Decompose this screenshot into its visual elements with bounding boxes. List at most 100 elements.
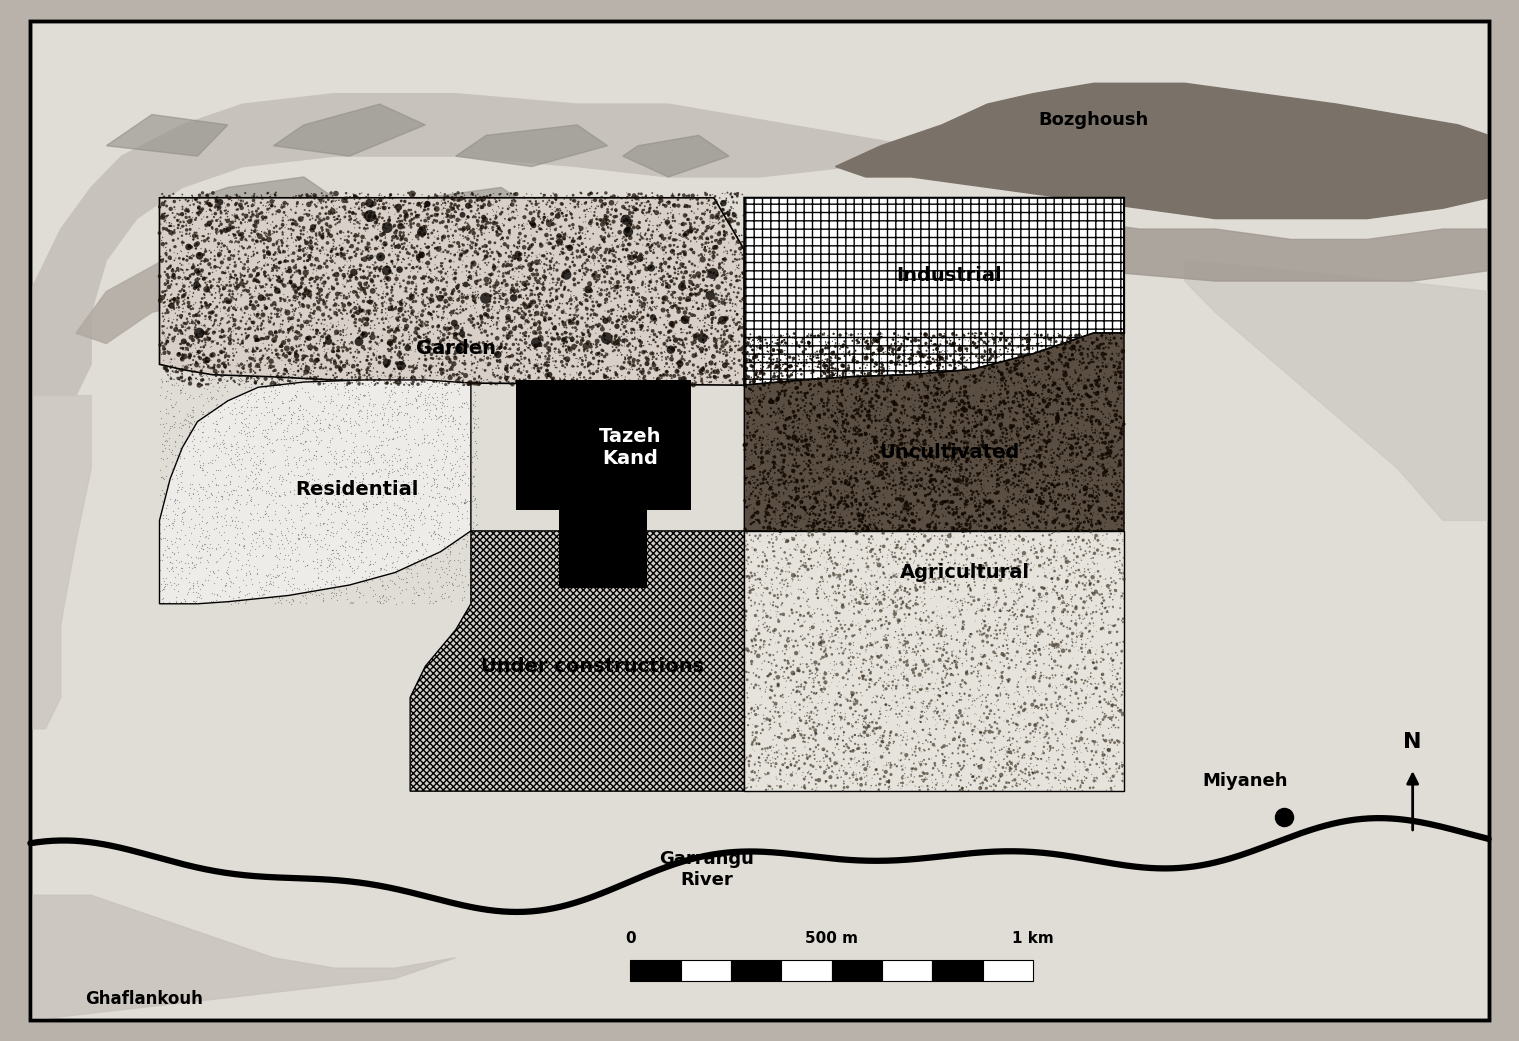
Point <box>354 362 378 379</box>
Point <box>242 445 266 461</box>
Point <box>896 446 921 462</box>
Point <box>756 437 781 454</box>
Point <box>924 336 948 353</box>
Point <box>299 348 324 364</box>
Point <box>1063 493 1088 510</box>
Point <box>1039 532 1063 549</box>
Point <box>182 436 207 453</box>
Point <box>594 224 618 240</box>
Point <box>225 209 249 226</box>
Point <box>933 479 957 496</box>
Point <box>147 487 172 504</box>
Point <box>276 322 301 338</box>
Point <box>878 417 902 434</box>
Point <box>837 471 861 487</box>
Point <box>740 405 764 422</box>
Point <box>711 230 735 247</box>
Point <box>205 202 229 219</box>
Point <box>951 506 975 523</box>
Point <box>1006 430 1030 447</box>
Point <box>936 451 960 467</box>
Point <box>182 594 207 611</box>
Point <box>238 463 263 480</box>
Point <box>746 701 770 717</box>
Point <box>823 513 848 530</box>
Point <box>814 336 838 353</box>
Point <box>866 493 890 510</box>
Point <box>553 211 577 228</box>
Point <box>626 254 650 271</box>
Point <box>185 371 210 387</box>
Point <box>478 339 503 356</box>
Point <box>943 649 968 665</box>
Point <box>682 334 706 351</box>
Point <box>500 195 524 211</box>
Point <box>564 225 588 242</box>
Point <box>267 411 292 428</box>
Point <box>454 220 478 236</box>
Point <box>296 298 321 314</box>
Point <box>217 251 242 268</box>
Point <box>1068 457 1092 474</box>
Point <box>178 485 202 502</box>
Point <box>1094 570 1118 587</box>
Point <box>1098 693 1123 710</box>
Point <box>816 328 840 345</box>
Point <box>191 339 216 356</box>
Point <box>834 450 858 466</box>
Point <box>916 422 940 438</box>
Point <box>854 453 878 469</box>
Point <box>848 645 872 662</box>
Point <box>908 611 933 628</box>
Point <box>311 191 336 207</box>
Point <box>697 277 722 294</box>
Point <box>671 334 696 351</box>
Point <box>826 753 851 769</box>
Point <box>163 533 187 550</box>
Point <box>620 325 644 341</box>
Point <box>343 344 368 360</box>
Point <box>743 528 767 544</box>
Point <box>679 339 703 356</box>
Point <box>333 383 357 400</box>
Point <box>1050 415 1074 432</box>
Point <box>214 223 238 239</box>
Point <box>869 359 893 376</box>
Point <box>852 412 876 429</box>
Point <box>331 409 355 426</box>
Point <box>299 310 324 327</box>
Point <box>313 311 337 328</box>
Point <box>954 497 978 513</box>
Point <box>159 319 184 335</box>
Point <box>626 353 650 370</box>
Point <box>816 395 840 411</box>
Point <box>829 358 854 375</box>
Point <box>972 443 996 460</box>
Point <box>526 350 550 366</box>
Point <box>776 551 801 567</box>
Point <box>290 552 314 568</box>
Point <box>990 564 1015 581</box>
Point <box>248 454 272 471</box>
Point <box>837 499 861 515</box>
Point <box>1092 464 1116 481</box>
Point <box>374 592 398 609</box>
Point <box>547 316 571 333</box>
Point <box>387 372 412 388</box>
Point <box>734 359 758 376</box>
Point <box>966 437 990 454</box>
Point <box>734 449 758 465</box>
Point <box>770 570 794 587</box>
Point <box>1089 430 1113 447</box>
Point <box>644 300 668 316</box>
Point <box>735 435 760 452</box>
Point <box>562 233 586 250</box>
Point <box>289 341 313 358</box>
Point <box>828 401 852 417</box>
Point <box>249 224 273 240</box>
Point <box>248 527 272 543</box>
Point <box>232 223 257 239</box>
Point <box>433 309 457 326</box>
Point <box>819 445 843 461</box>
Point <box>1110 424 1135 440</box>
